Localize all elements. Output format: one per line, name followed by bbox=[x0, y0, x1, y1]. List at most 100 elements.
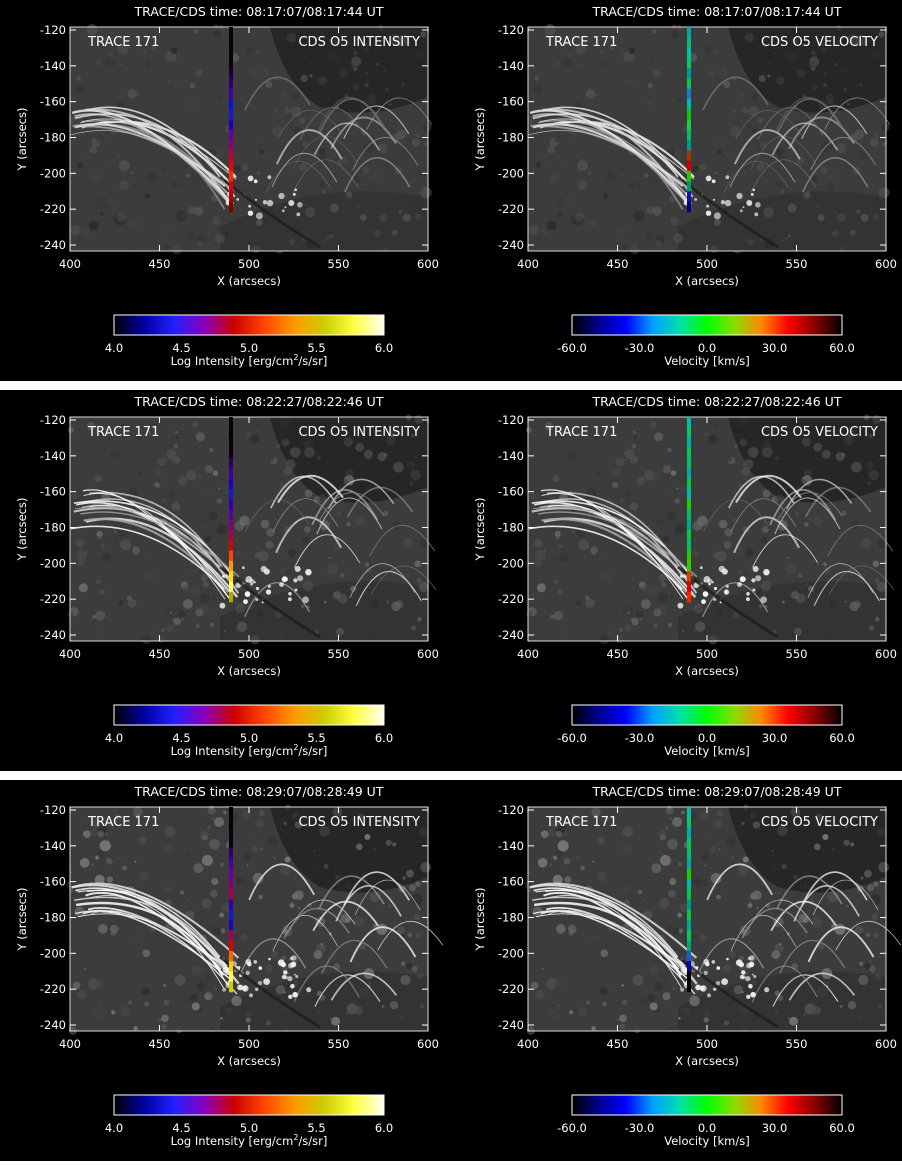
label-end: /s/sr] bbox=[298, 744, 327, 758]
slit-segment bbox=[687, 427, 691, 438]
cds-slit bbox=[229, 417, 233, 603]
y-tick-label: -220 bbox=[40, 982, 66, 996]
slit-segment bbox=[229, 581, 233, 592]
x-tick-label: 600 bbox=[875, 1037, 897, 1051]
cds-slit bbox=[687, 27, 691, 213]
colorbar-tick-label: 60.0 bbox=[829, 1121, 855, 1135]
slit-segment bbox=[687, 140, 691, 151]
y-tick-label: -240 bbox=[498, 238, 524, 252]
slit-segment bbox=[687, 950, 691, 962]
panel-time-title: TRACE/CDS time: 08:29:07/08:28:49 UT bbox=[592, 784, 842, 799]
slit-segment bbox=[687, 807, 691, 818]
x-tick-label: 400 bbox=[59, 1037, 81, 1051]
slit-segment bbox=[687, 129, 691, 141]
slit-segment bbox=[229, 98, 233, 110]
slit-segment bbox=[229, 129, 233, 141]
slit-segment bbox=[229, 899, 233, 911]
cds-label: CDS O5 VELOCITY bbox=[761, 815, 878, 830]
slit-segment bbox=[229, 591, 233, 603]
colorbar-velocity-label: Velocity [km/s] bbox=[664, 354, 749, 368]
x-tick-label: 550 bbox=[328, 257, 350, 271]
slit-segment bbox=[687, 109, 691, 120]
slit-segment bbox=[229, 981, 233, 993]
y-axis-label: Y (arcsecs) bbox=[15, 108, 29, 172]
y-tick-label: -200 bbox=[498, 556, 524, 570]
x-tick-label: 600 bbox=[417, 647, 439, 661]
slit-segment bbox=[229, 878, 233, 890]
slit-segment bbox=[229, 140, 233, 151]
y-tick-label: -240 bbox=[498, 628, 524, 642]
label-sup: 2 bbox=[293, 743, 298, 752]
x-tick-label: 400 bbox=[517, 1037, 539, 1051]
y-axis-label: Y (arcsecs) bbox=[15, 498, 29, 562]
colorbar-intensity bbox=[113, 1094, 385, 1116]
x-tick-label: 450 bbox=[607, 257, 629, 271]
y-tick-label: -160 bbox=[40, 95, 66, 109]
y-tick-label: -160 bbox=[498, 485, 524, 499]
trace-label: TRACE 171 bbox=[545, 425, 617, 440]
slit-segment bbox=[687, 827, 691, 839]
colorbar-tick-label: 4.0 bbox=[105, 1121, 123, 1135]
slit-segment bbox=[229, 150, 233, 161]
y-tick-label: -220 bbox=[40, 592, 66, 606]
slit-segment bbox=[229, 468, 233, 479]
slit-segment bbox=[687, 499, 691, 510]
x-tick-label: 500 bbox=[696, 1037, 718, 1051]
cds-label: CDS O5 INTENSITY bbox=[298, 425, 420, 440]
slit-segment bbox=[229, 837, 233, 849]
trace-label: TRACE 171 bbox=[87, 815, 159, 830]
slit-segment bbox=[229, 509, 233, 521]
x-tick-label: 400 bbox=[59, 647, 81, 661]
colorbar-tick-label: 4.0 bbox=[105, 731, 123, 745]
slit-segment bbox=[687, 961, 691, 972]
slit-segment bbox=[687, 57, 691, 69]
solar-image bbox=[525, 22, 892, 256]
y-tick-label: -200 bbox=[40, 556, 66, 570]
y-tick-label: -220 bbox=[498, 982, 524, 996]
trace-label: TRACE 171 bbox=[545, 815, 617, 830]
colorbar-intensity-label: Log Intensity [erg/cm2/s/sr] bbox=[171, 1133, 328, 1148]
slit-segment bbox=[687, 509, 691, 521]
label-sup: 2 bbox=[293, 1133, 298, 1142]
slit-segment bbox=[229, 858, 233, 869]
colorbar-tick-label: 4.5 bbox=[172, 341, 190, 355]
y-tick-label: -120 bbox=[498, 803, 524, 817]
slit-segment bbox=[687, 899, 691, 911]
slit-segment bbox=[687, 417, 691, 428]
label-sup: 2 bbox=[293, 353, 298, 362]
solar-image bbox=[65, 802, 445, 1037]
slit-segment bbox=[229, 160, 233, 172]
colorbar-intensity-label: Log Intensity [erg/cm2/s/sr] bbox=[171, 353, 328, 368]
panel-time-title: TRACE/CDS time: 08:17:07/08:17:44 UT bbox=[592, 4, 842, 19]
y-tick-label: -120 bbox=[40, 413, 66, 427]
x-tick-label: 500 bbox=[696, 647, 718, 661]
slit-segment bbox=[687, 458, 691, 469]
x-tick-label: 450 bbox=[607, 1037, 629, 1051]
slit-segment bbox=[229, 488, 233, 500]
colorbar-intensity-label: Log Intensity [erg/cm2/s/sr] bbox=[171, 743, 328, 758]
slit-segment bbox=[229, 447, 233, 459]
panel-intensity-1: TRACE/CDS time: 08:17:07/08:17:44 UT TRAC… bbox=[15, 4, 439, 368]
colorbar-tick-label: 6.0 bbox=[375, 731, 393, 745]
slit-segment bbox=[687, 930, 691, 941]
slit-segment bbox=[687, 971, 691, 982]
trace-label: TRACE 171 bbox=[87, 425, 159, 440]
x-tick-label: 550 bbox=[328, 1037, 350, 1051]
slit-segment bbox=[687, 68, 691, 79]
label-end: /s/sr] bbox=[298, 1134, 327, 1148]
slit-segment bbox=[687, 201, 691, 213]
slit-segment bbox=[229, 417, 233, 428]
y-tick-label: -220 bbox=[40, 202, 66, 216]
y-tick-label: -180 bbox=[40, 911, 66, 925]
slit-segment bbox=[229, 909, 233, 921]
time-row-1-svg: TRACE/CDS time: 08:17:07/08:17:44 UT TRAC… bbox=[15, 4, 897, 368]
y-tick-label: -120 bbox=[40, 803, 66, 817]
slit-segment bbox=[687, 447, 691, 459]
colorbar-tick-label: -60.0 bbox=[557, 731, 587, 745]
panel-time-title: TRACE/CDS time: 08:22:27/08:22:46 UT bbox=[134, 394, 384, 409]
slit-segment bbox=[229, 68, 233, 79]
x-tick-label: 450 bbox=[607, 647, 629, 661]
slit-segment bbox=[229, 930, 233, 941]
x-tick-label: 550 bbox=[328, 647, 350, 661]
